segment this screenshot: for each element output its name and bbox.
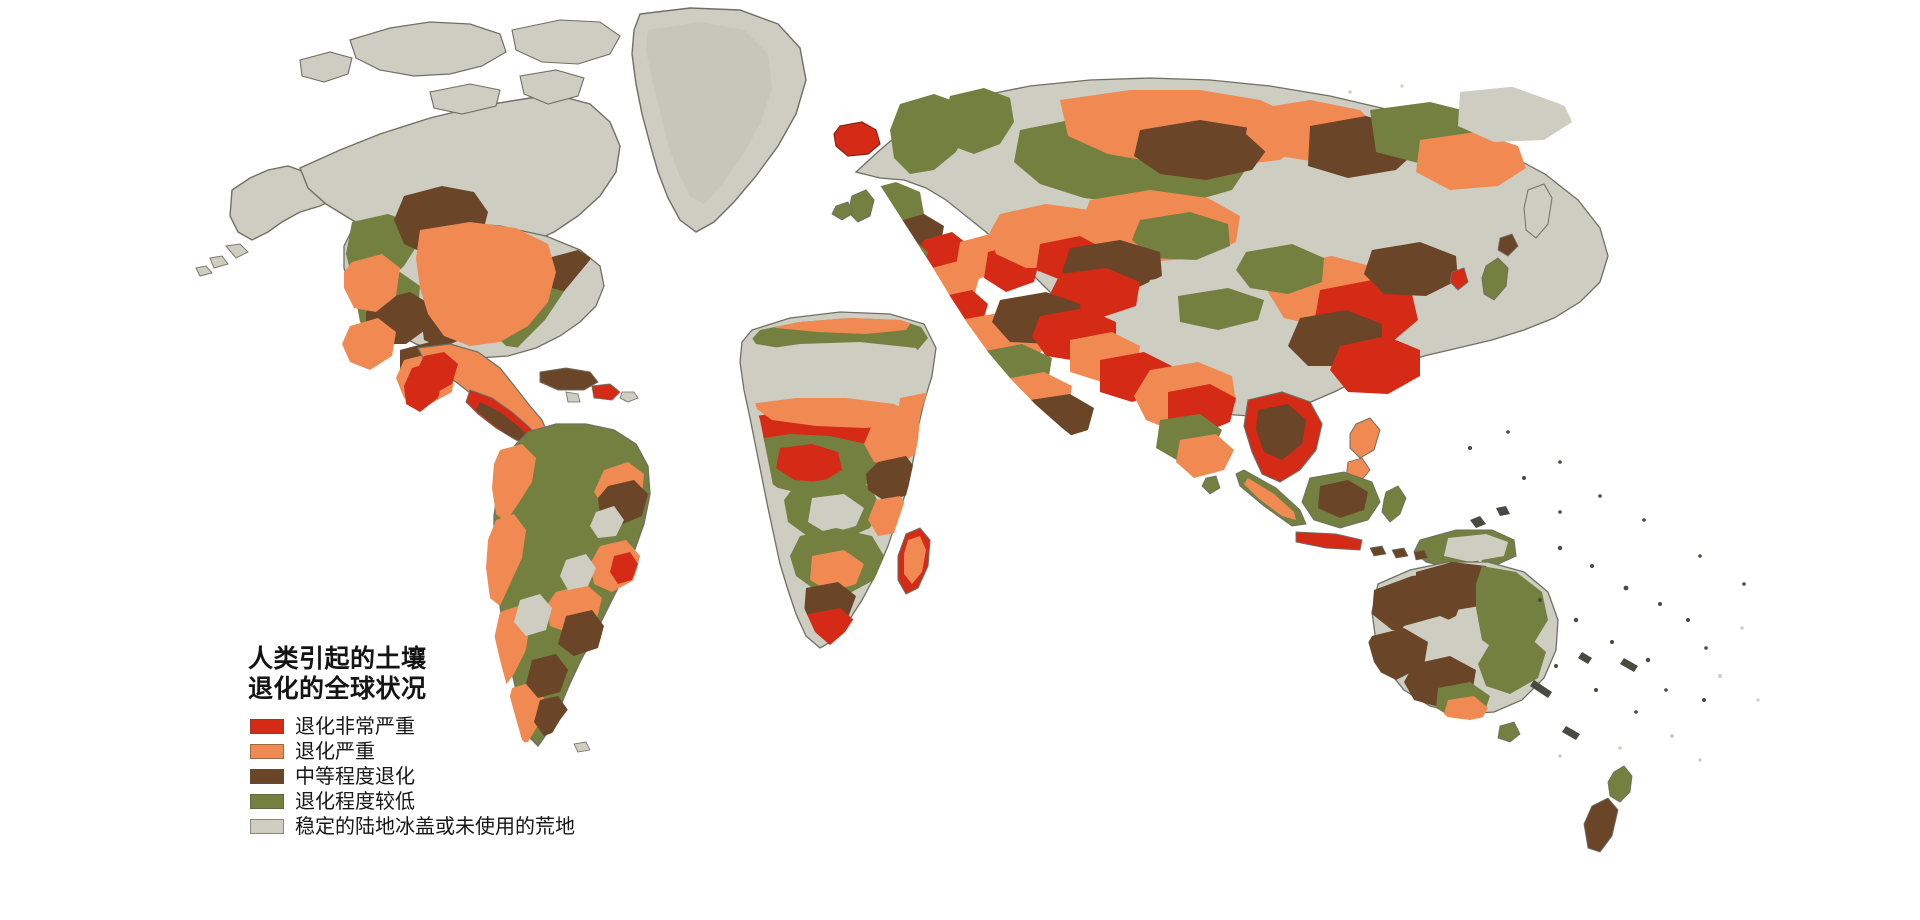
legend-item-low[interactable]: 退化程度较低 [250,789,668,814]
legend-item-stable[interactable]: 稳定的陆地冰盖或未使用的荒地 [250,814,668,839]
legend-swatch-low [250,794,284,809]
legend-swatch-stable [250,819,284,834]
kamchatka [1523,183,1553,239]
baffin-island [429,83,501,115]
korea [1449,267,1469,291]
central-america-core [476,402,528,442]
region-oceania [1366,561,1633,853]
pacific-islands [1468,430,1746,740]
legend-label-severe: 退化严重 [295,740,375,763]
baja-peninsula [418,352,458,394]
legend-title: 人类引起的土壤 退化的全球状况 [248,645,427,703]
arctic-islands [349,21,507,77]
pacific-islands-faint [1348,84,1760,762]
legend-label-low: 退化程度较低 [295,790,415,813]
legend-swatch-very-severe [250,719,284,734]
jamaica [565,391,581,403]
region-africa [739,311,937,649]
puerto-rico [619,391,639,403]
region-eurasia [831,77,1609,495]
maluku-islands [1470,506,1510,528]
banks-island [299,51,353,83]
sri-lanka [1201,475,1221,495]
region-southeast-asia [1235,391,1517,571]
legend-swatch-severe [250,744,284,759]
new-zealand-north-island [1607,765,1633,803]
region-north-america [195,7,881,447]
falkland-islands [573,741,591,753]
madagascar-interior [904,536,926,584]
greenland-icecap [646,22,772,204]
borneo-core [1318,480,1368,518]
ellesmere [511,19,621,65]
legend-swatch-moderate [250,769,284,784]
hokkaido [1497,233,1519,257]
hispaniola [591,383,621,401]
iceland [833,121,881,157]
aleutians [195,243,249,277]
legend-label-stable: 稳定的陆地冰盖或未使用的荒地 [295,815,575,838]
legend-item-moderate[interactable]: 中等程度退化 [250,764,668,789]
ireland [831,201,853,221]
sulawesi [1381,485,1407,523]
lesser-sunda-islands [1369,545,1429,561]
new-zealand-south-island [1583,797,1619,853]
japan [1481,257,1509,301]
devon-island [519,69,585,105]
sumatra-core [1244,478,1296,520]
cuba [539,367,599,391]
java [1295,531,1363,551]
legend-label-moderate: 中等程度退化 [295,765,415,788]
legend-label-very-severe: 退化非常严重 [295,715,415,738]
indochina-interior [1256,404,1306,460]
legend-item-severe[interactable]: 退化严重 [250,739,668,764]
philippines [1349,417,1381,459]
legend-item-very-severe[interactable]: 退化非常严重 [250,714,668,739]
new-guinea-highland [1444,534,1508,562]
tasmania [1497,721,1521,743]
map-legend: 人类引起的土壤 退化的全球状况 退化非常严重 退化严重 中等程度退化 退化程度较… [248,645,668,839]
